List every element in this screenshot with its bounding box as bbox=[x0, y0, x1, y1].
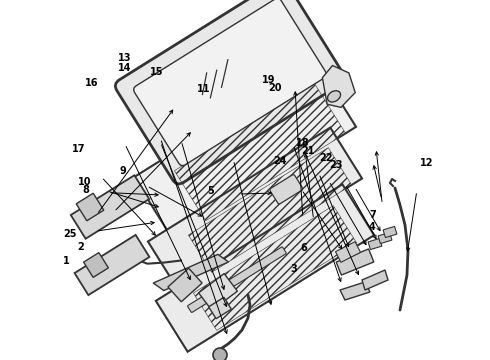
Polygon shape bbox=[71, 175, 149, 239]
Polygon shape bbox=[336, 249, 374, 275]
Polygon shape bbox=[148, 127, 362, 292]
Ellipse shape bbox=[327, 91, 341, 102]
Text: 17: 17 bbox=[72, 144, 85, 154]
Text: 12: 12 bbox=[419, 158, 433, 168]
Text: 11: 11 bbox=[196, 84, 210, 94]
Text: 8: 8 bbox=[82, 185, 89, 195]
Circle shape bbox=[213, 348, 227, 360]
Polygon shape bbox=[362, 270, 388, 290]
FancyBboxPatch shape bbox=[270, 175, 303, 204]
Polygon shape bbox=[153, 255, 228, 291]
Text: 1: 1 bbox=[63, 256, 70, 266]
Polygon shape bbox=[156, 184, 374, 352]
FancyBboxPatch shape bbox=[188, 247, 286, 312]
Text: 2: 2 bbox=[77, 242, 84, 252]
Polygon shape bbox=[168, 268, 202, 302]
Polygon shape bbox=[340, 282, 370, 300]
Text: 18: 18 bbox=[296, 138, 310, 148]
Polygon shape bbox=[198, 274, 237, 310]
Polygon shape bbox=[84, 253, 108, 278]
Text: 3: 3 bbox=[291, 264, 297, 274]
Text: 15: 15 bbox=[150, 67, 164, 77]
Text: 25: 25 bbox=[63, 229, 77, 239]
Polygon shape bbox=[368, 238, 382, 249]
Text: 19: 19 bbox=[262, 75, 275, 85]
Text: 10: 10 bbox=[77, 177, 91, 187]
FancyBboxPatch shape bbox=[115, 0, 344, 184]
Polygon shape bbox=[209, 297, 231, 319]
Text: 22: 22 bbox=[319, 153, 333, 163]
Text: 16: 16 bbox=[85, 78, 99, 88]
Text: 9: 9 bbox=[119, 166, 126, 176]
Polygon shape bbox=[74, 235, 149, 295]
Polygon shape bbox=[383, 226, 397, 238]
Polygon shape bbox=[76, 193, 104, 221]
Polygon shape bbox=[336, 242, 361, 262]
Text: 14: 14 bbox=[118, 63, 132, 73]
Polygon shape bbox=[134, 63, 356, 241]
Text: 7: 7 bbox=[369, 210, 376, 220]
Text: 4: 4 bbox=[369, 222, 376, 232]
FancyBboxPatch shape bbox=[134, 0, 326, 166]
Text: 13: 13 bbox=[118, 53, 132, 63]
Text: 24: 24 bbox=[273, 156, 287, 166]
Text: 20: 20 bbox=[269, 83, 282, 93]
Polygon shape bbox=[322, 66, 355, 107]
Text: 5: 5 bbox=[207, 186, 214, 196]
Text: 23: 23 bbox=[329, 160, 343, 170]
Text: 6: 6 bbox=[300, 243, 307, 253]
Text: 21: 21 bbox=[301, 146, 315, 156]
Polygon shape bbox=[378, 233, 392, 244]
